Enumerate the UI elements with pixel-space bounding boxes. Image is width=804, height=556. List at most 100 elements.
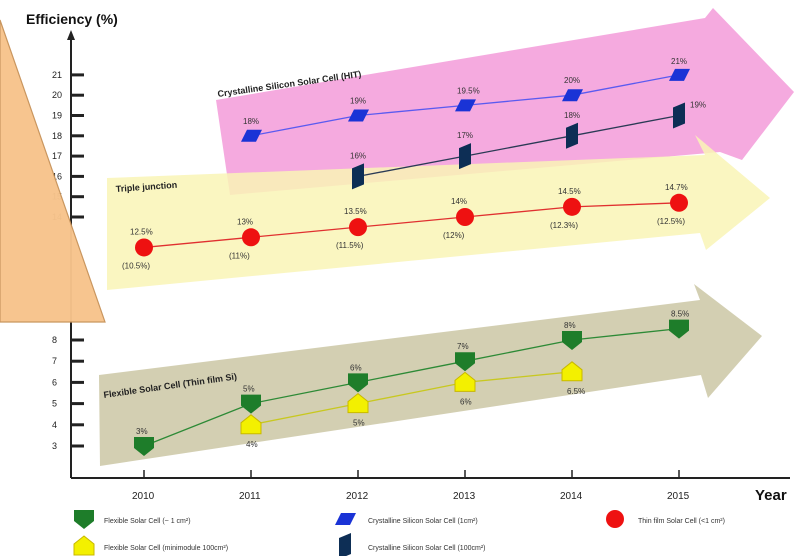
data-label: 19.5% bbox=[457, 86, 480, 95]
data-sublabel: (12.3%) bbox=[550, 221, 578, 230]
y-tick-label: 4 bbox=[52, 420, 57, 430]
x-ticks: 2010 2011 2012 2013 2014 2015 bbox=[132, 470, 690, 502]
y-tick-label: 17 bbox=[52, 151, 62, 161]
data-point-marker bbox=[348, 373, 368, 393]
x-tick-label: 2015 bbox=[667, 491, 690, 502]
data-label: 8.5% bbox=[671, 310, 689, 319]
data-point-marker bbox=[241, 394, 261, 414]
data-sublabel: (11%) bbox=[229, 251, 250, 260]
data-point-marker bbox=[135, 238, 153, 257]
data-label: 6.5% bbox=[567, 387, 585, 396]
series-line-4 bbox=[250, 371, 573, 426]
data-label: 6% bbox=[350, 363, 362, 372]
x-tick-label: 2010 bbox=[132, 491, 155, 502]
y-tick-label: 21 bbox=[52, 70, 62, 80]
data-label: 16% bbox=[350, 151, 366, 160]
data-label: 18% bbox=[564, 111, 580, 120]
data-point-marker bbox=[562, 331, 582, 350]
data-label: 13.5% bbox=[344, 207, 367, 216]
data-point-marker bbox=[670, 193, 688, 212]
data-label: 21% bbox=[671, 57, 687, 66]
data-label: 14% bbox=[451, 197, 467, 206]
y-tick-label: 5 bbox=[52, 399, 57, 409]
data-point-marker bbox=[566, 122, 578, 149]
y-tick-label: 20 bbox=[52, 90, 62, 100]
y-tick-label: 6 bbox=[52, 377, 57, 387]
data-point-marker bbox=[561, 361, 583, 382]
data-label: 14.7% bbox=[665, 183, 688, 192]
callout-triangle-shape bbox=[0, 19, 106, 323]
legend-marker bbox=[606, 510, 624, 528]
legend-marker bbox=[74, 510, 94, 529]
legend-label: Flexible Solar Cell (minimodule 100cm²) bbox=[104, 545, 228, 552]
data-point-marker bbox=[455, 99, 476, 112]
data-label: 20% bbox=[564, 76, 580, 85]
data-point-marker bbox=[673, 102, 685, 129]
y-tick-label: 7 bbox=[52, 356, 57, 366]
series-line-2 bbox=[143, 202, 680, 249]
data-label: 6% bbox=[460, 397, 472, 406]
band-label-1: Triple junction bbox=[115, 180, 177, 194]
legend-label: Crystalline Silicon Solar Cell (100cm²) bbox=[368, 545, 485, 552]
data-point-marker bbox=[669, 319, 689, 339]
data-label: 13% bbox=[237, 217, 253, 226]
data-point-marker bbox=[456, 208, 474, 226]
x-tick-label: 2013 bbox=[453, 491, 476, 502]
data-sublabel: (12.5%) bbox=[657, 217, 685, 226]
data-sublabel: (10.5%) bbox=[122, 261, 150, 270]
x-tick-label: 2011 bbox=[239, 491, 261, 502]
x-tick-label: 2012 bbox=[346, 491, 369, 502]
data-point-marker bbox=[455, 352, 475, 372]
legend: Flexible Solar Cell (~ 1 cm²) Crystalline… bbox=[73, 510, 725, 556]
data-sublabel: (12%) bbox=[443, 231, 465, 240]
y-tick-label: 16 bbox=[52, 171, 62, 181]
series-markers bbox=[134, 68, 690, 456]
data-labels: 18% 19% 19.5% 20% 21% 16% 17% 18% 19% 12.5% (10.5%… bbox=[122, 57, 706, 449]
y-axis-title: Efficiency (%) bbox=[26, 11, 118, 27]
data-label: 18% bbox=[243, 117, 259, 126]
data-point-marker bbox=[669, 68, 690, 81]
data-label: 5% bbox=[243, 385, 255, 394]
y-tick-label: 3 bbox=[52, 441, 57, 451]
legend-label: Crystalline Silicon Solar Cell (1cm²) bbox=[368, 518, 478, 525]
legend-label: Flexible Solar Cell (~ 1 cm²) bbox=[104, 518, 191, 525]
data-sublabel: (11.5%) bbox=[336, 241, 364, 250]
data-label: 5% bbox=[353, 419, 365, 428]
y-ticks: 3456781415161718192021 bbox=[52, 70, 84, 451]
y-tick-label: 19 bbox=[52, 111, 62, 121]
data-label: 19% bbox=[690, 101, 706, 110]
x-tick-label: 2014 bbox=[560, 491, 583, 502]
y-axis-arrow-icon bbox=[67, 30, 75, 40]
data-point-marker bbox=[242, 228, 260, 247]
series-line-1 bbox=[357, 114, 680, 178]
series-line-3 bbox=[143, 328, 680, 447]
data-point-marker bbox=[347, 392, 369, 414]
y-tick-label: 8 bbox=[52, 335, 57, 345]
data-label: 8% bbox=[564, 321, 576, 330]
data-label: 17% bbox=[457, 131, 473, 140]
legend-marker bbox=[73, 535, 95, 556]
data-label: 7% bbox=[457, 342, 469, 351]
x-axis-title: Year bbox=[755, 487, 787, 504]
data-point-marker bbox=[459, 143, 471, 170]
data-point-marker bbox=[352, 163, 364, 190]
legend-marker bbox=[339, 533, 351, 556]
y-tick-label: 18 bbox=[52, 131, 62, 141]
data-point-marker bbox=[241, 129, 262, 142]
data-point-marker bbox=[134, 437, 154, 456]
data-point-marker bbox=[349, 218, 367, 237]
data-point-marker bbox=[562, 89, 583, 102]
overlay bbox=[0, 19, 106, 323]
data-label: 3% bbox=[136, 427, 148, 436]
data-point-marker bbox=[563, 197, 581, 216]
data-label: 19% bbox=[350, 97, 366, 106]
band-arrow-2 bbox=[99, 284, 762, 466]
legend-label: Thin film Solar Cell (<1 cm²) bbox=[638, 518, 725, 525]
data-point-marker bbox=[240, 414, 262, 435]
data-label: 12.5% bbox=[130, 227, 153, 236]
data-label: 14.5% bbox=[558, 187, 581, 196]
band-arrow-1 bbox=[107, 135, 770, 290]
data-point-marker bbox=[348, 109, 369, 122]
data-label: 4% bbox=[246, 440, 258, 449]
